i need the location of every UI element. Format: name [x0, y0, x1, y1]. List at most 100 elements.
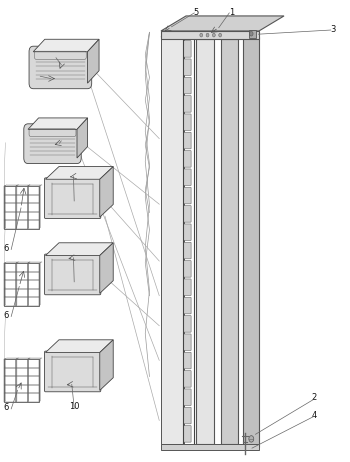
FancyBboxPatch shape	[183, 77, 191, 94]
Bar	[161, 444, 259, 450]
Polygon shape	[16, 185, 17, 229]
FancyBboxPatch shape	[183, 298, 191, 314]
Polygon shape	[39, 185, 40, 229]
FancyBboxPatch shape	[183, 187, 191, 204]
Bar	[16, 280, 28, 289]
Bar	[220, 39, 238, 444]
Bar	[4, 220, 16, 229]
Bar	[16, 368, 28, 377]
Bar	[28, 263, 39, 272]
Bar	[28, 195, 39, 203]
Polygon shape	[39, 359, 40, 402]
Polygon shape	[46, 243, 113, 255]
Bar	[4, 203, 16, 212]
Text: 10: 10	[69, 276, 80, 286]
Circle shape	[200, 33, 203, 37]
Bar	[161, 31, 259, 39]
FancyBboxPatch shape	[24, 124, 81, 164]
FancyBboxPatch shape	[29, 46, 92, 89]
Polygon shape	[4, 262, 5, 306]
Bar	[28, 289, 39, 298]
Bar	[4, 359, 39, 402]
FancyBboxPatch shape	[183, 261, 191, 277]
Bar	[4, 377, 16, 385]
Bar	[4, 263, 39, 306]
Text: 6: 6	[4, 403, 9, 413]
Circle shape	[249, 436, 254, 442]
FancyBboxPatch shape	[44, 178, 101, 219]
Bar	[4, 368, 16, 377]
Circle shape	[250, 31, 253, 36]
Polygon shape	[28, 185, 29, 229]
Polygon shape	[161, 25, 203, 37]
FancyBboxPatch shape	[183, 371, 191, 387]
Text: 9: 9	[57, 135, 62, 145]
Bar	[16, 385, 28, 394]
Polygon shape	[28, 118, 88, 129]
Polygon shape	[100, 243, 113, 293]
Text: 5: 5	[194, 8, 199, 18]
Bar	[4, 280, 16, 289]
Bar	[28, 368, 39, 377]
Bar	[16, 220, 28, 229]
Polygon shape	[16, 359, 17, 402]
Bar	[28, 394, 39, 402]
Bar	[4, 186, 16, 195]
Bar	[4, 359, 16, 368]
FancyBboxPatch shape	[44, 254, 101, 295]
FancyBboxPatch shape	[183, 59, 191, 75]
Bar	[28, 203, 39, 212]
FancyBboxPatch shape	[183, 169, 191, 185]
Polygon shape	[4, 359, 5, 402]
FancyBboxPatch shape	[183, 407, 191, 424]
Polygon shape	[33, 39, 99, 52]
Text: 7: 7	[52, 52, 57, 61]
Text: 6: 6	[4, 311, 9, 320]
Bar	[248, 30, 256, 38]
Bar	[28, 186, 39, 195]
Polygon shape	[100, 340, 113, 390]
Bar	[16, 272, 28, 280]
Bar	[4, 272, 16, 280]
FancyBboxPatch shape	[183, 224, 191, 241]
FancyBboxPatch shape	[183, 353, 191, 369]
Polygon shape	[100, 167, 113, 217]
Polygon shape	[161, 37, 184, 444]
Circle shape	[206, 33, 209, 37]
FancyBboxPatch shape	[183, 114, 191, 130]
Bar	[28, 272, 39, 280]
Polygon shape	[88, 39, 99, 83]
Bar	[16, 359, 28, 368]
Bar	[4, 263, 16, 272]
FancyBboxPatch shape	[183, 41, 191, 57]
Text: 1: 1	[229, 8, 234, 18]
FancyBboxPatch shape	[183, 316, 191, 332]
Bar	[28, 220, 39, 229]
Bar	[183, 37, 194, 445]
Bar	[4, 195, 16, 203]
Polygon shape	[4, 185, 5, 229]
Bar	[28, 385, 39, 394]
Circle shape	[219, 33, 222, 37]
FancyBboxPatch shape	[183, 389, 191, 406]
Bar	[16, 195, 28, 203]
Polygon shape	[77, 118, 88, 158]
Polygon shape	[28, 262, 29, 306]
FancyBboxPatch shape	[183, 279, 191, 296]
Bar	[16, 186, 28, 195]
Bar	[16, 212, 28, 220]
Bar	[28, 280, 39, 289]
Bar	[4, 394, 16, 402]
FancyBboxPatch shape	[183, 96, 191, 112]
FancyBboxPatch shape	[44, 351, 101, 392]
Text: 10: 10	[69, 402, 80, 411]
Bar	[4, 186, 39, 229]
Text: 3: 3	[331, 24, 336, 34]
Bar	[28, 377, 39, 385]
Bar	[16, 203, 28, 212]
FancyBboxPatch shape	[183, 206, 191, 222]
Bar	[4, 385, 16, 394]
Text: 10: 10	[69, 195, 80, 205]
Bar	[16, 394, 28, 402]
Text: 2: 2	[312, 393, 317, 402]
